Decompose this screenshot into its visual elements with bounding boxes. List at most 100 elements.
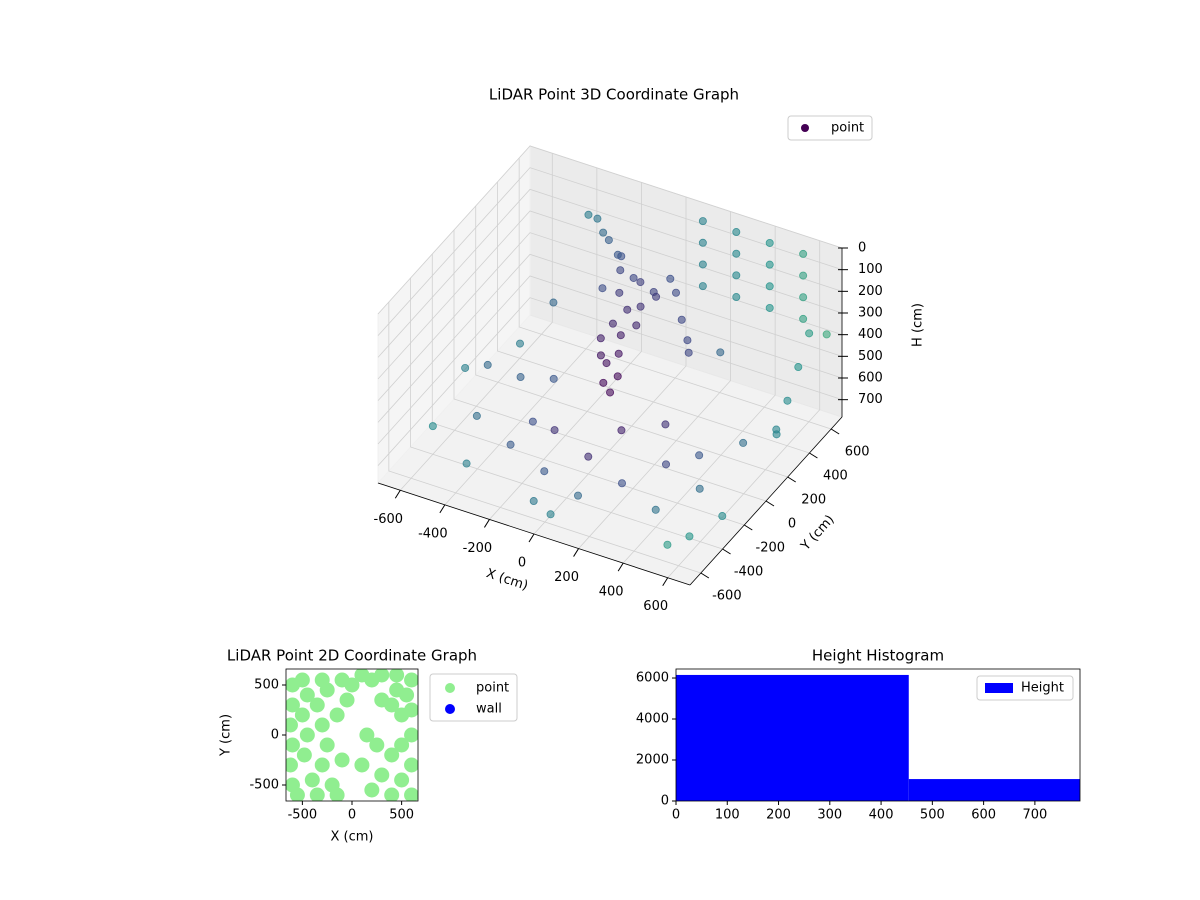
point — [632, 321, 641, 330]
tick-mark — [830, 428, 840, 435]
grid-line — [377, 232, 843, 401]
point — [765, 238, 774, 247]
y-axis-label: Y (cm) — [219, 714, 234, 757]
point — [286, 757, 298, 773]
grid-line — [453, 230, 767, 502]
point — [666, 274, 675, 283]
point — [314, 717, 330, 733]
z-tick-label: 500 — [858, 349, 883, 364]
x-tick-label: 600 — [643, 599, 668, 614]
grid-line — [377, 275, 843, 445]
point — [404, 757, 418, 773]
point — [354, 757, 370, 773]
point — [296, 747, 312, 763]
point — [663, 540, 672, 549]
point — [294, 707, 310, 723]
point — [394, 707, 410, 723]
point — [805, 329, 814, 338]
point — [394, 737, 410, 753]
bar — [676, 674, 909, 801]
legend-label: point — [831, 121, 864, 136]
grid-line — [578, 211, 731, 549]
tick-mark — [484, 519, 490, 528]
point — [374, 692, 390, 708]
legend-label: wall — [476, 702, 502, 717]
point — [716, 348, 725, 357]
point — [359, 727, 375, 743]
y-tick-label: 600 — [845, 445, 870, 460]
point — [772, 430, 781, 439]
tick-mark — [787, 476, 796, 483]
y-tick-label: 6000 — [636, 671, 669, 686]
point — [593, 214, 602, 223]
point — [617, 426, 626, 435]
grid-line — [377, 188, 843, 358]
tick-mark — [662, 577, 669, 586]
legend-marker — [801, 124, 809, 132]
point — [584, 452, 593, 461]
point — [404, 672, 418, 688]
point — [428, 422, 437, 431]
y-tick-label: 0 — [661, 794, 669, 809]
grid-line — [377, 210, 843, 380]
points — [428, 210, 831, 549]
point — [799, 293, 808, 302]
point — [599, 378, 608, 387]
y-tick-label: -600 — [712, 589, 742, 604]
tick-mark — [573, 548, 579, 557]
x-tick-label: -400 — [418, 526, 448, 541]
point — [629, 273, 638, 282]
grid-line — [377, 145, 843, 315]
point — [364, 782, 380, 798]
point — [462, 459, 471, 468]
point — [549, 298, 558, 307]
y-tick-label: -200 — [756, 541, 786, 556]
grid-line — [622, 226, 776, 564]
legend-box — [787, 115, 873, 141]
point — [618, 479, 627, 488]
tick-mark — [700, 572, 710, 579]
y-tick-label: 2000 — [636, 753, 669, 768]
point — [286, 697, 300, 713]
point — [794, 363, 803, 372]
x-tick-label: 200 — [554, 570, 579, 585]
tick-mark — [528, 533, 535, 543]
point — [732, 228, 741, 237]
point — [616, 331, 625, 340]
x-tick-label: -500 — [288, 808, 318, 823]
grid-line — [444, 167, 598, 506]
point — [799, 249, 808, 258]
legend-box — [976, 675, 1074, 701]
point — [319, 737, 335, 753]
point — [695, 451, 704, 460]
point — [294, 672, 310, 688]
x-tick-label: 0 — [672, 808, 680, 823]
point — [799, 314, 808, 323]
point — [608, 319, 617, 328]
x-tick-label: 500 — [389, 808, 414, 823]
y-tick-label: -500 — [249, 778, 279, 793]
z-tick-label: 600 — [858, 371, 883, 386]
tick-mark — [439, 504, 446, 514]
grid-line — [388, 302, 701, 574]
y-tick-label: 400 — [823, 469, 848, 484]
point — [783, 396, 792, 405]
point — [685, 532, 694, 541]
point — [528, 417, 537, 426]
grid-line — [667, 240, 821, 578]
grid-line — [377, 297, 843, 466]
point — [695, 484, 704, 493]
point — [614, 349, 623, 358]
point — [329, 787, 345, 801]
legend-label: Height — [1021, 681, 1064, 696]
point — [636, 302, 645, 311]
point — [319, 682, 335, 698]
point — [698, 217, 707, 226]
point — [309, 697, 325, 713]
point — [289, 787, 305, 801]
point — [698, 238, 707, 247]
point — [596, 334, 605, 343]
point — [732, 271, 741, 280]
point — [596, 351, 605, 360]
